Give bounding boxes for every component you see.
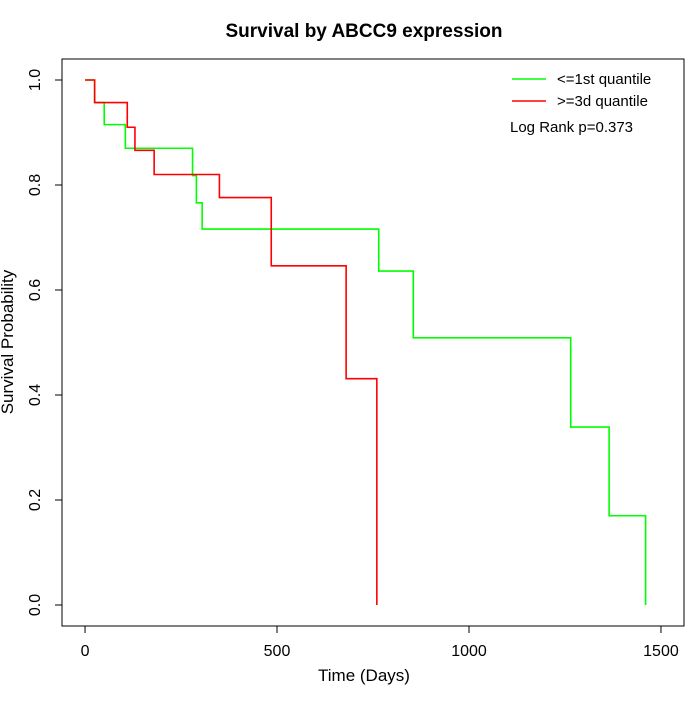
x-tick-label: 1000 <box>451 643 487 660</box>
plot-area-frame <box>61 58 685 627</box>
legend: <=1st quantile >=3d quantile <box>512 71 651 110</box>
y-axis-label: Survival Probability <box>0 269 17 414</box>
y-tick-label: 0.4 <box>27 384 44 406</box>
x-tick-label: 0 <box>81 643 90 660</box>
x-axis-label: Time (Days) <box>318 666 410 685</box>
y-tick-label: 0.0 <box>27 594 44 616</box>
y-tick-label: 0.6 <box>27 279 44 301</box>
legend-label-1: <=1st quantile <box>557 71 651 88</box>
y-tick-label: 0.2 <box>27 489 44 511</box>
chart-title: Survival by ABCC9 expression <box>225 21 502 42</box>
x-tick-label: 1500 <box>643 643 679 660</box>
log-rank-annotation: Log Rank p=0.373 <box>510 119 633 136</box>
x-tick-label: 500 <box>264 643 291 660</box>
series-layer <box>85 79 647 605</box>
y-axis: 0.0 0.2 0.4 0.6 0.8 1.0 <box>27 69 63 616</box>
series-line-1 <box>85 79 647 605</box>
legend-label-2: >=3d quantile <box>557 93 648 110</box>
series-line-2 <box>85 79 378 605</box>
y-tick-label: 0.8 <box>27 174 44 196</box>
y-tick-label: 1.0 <box>27 69 44 91</box>
x-axis: 0 500 1000 1500 <box>81 625 679 660</box>
